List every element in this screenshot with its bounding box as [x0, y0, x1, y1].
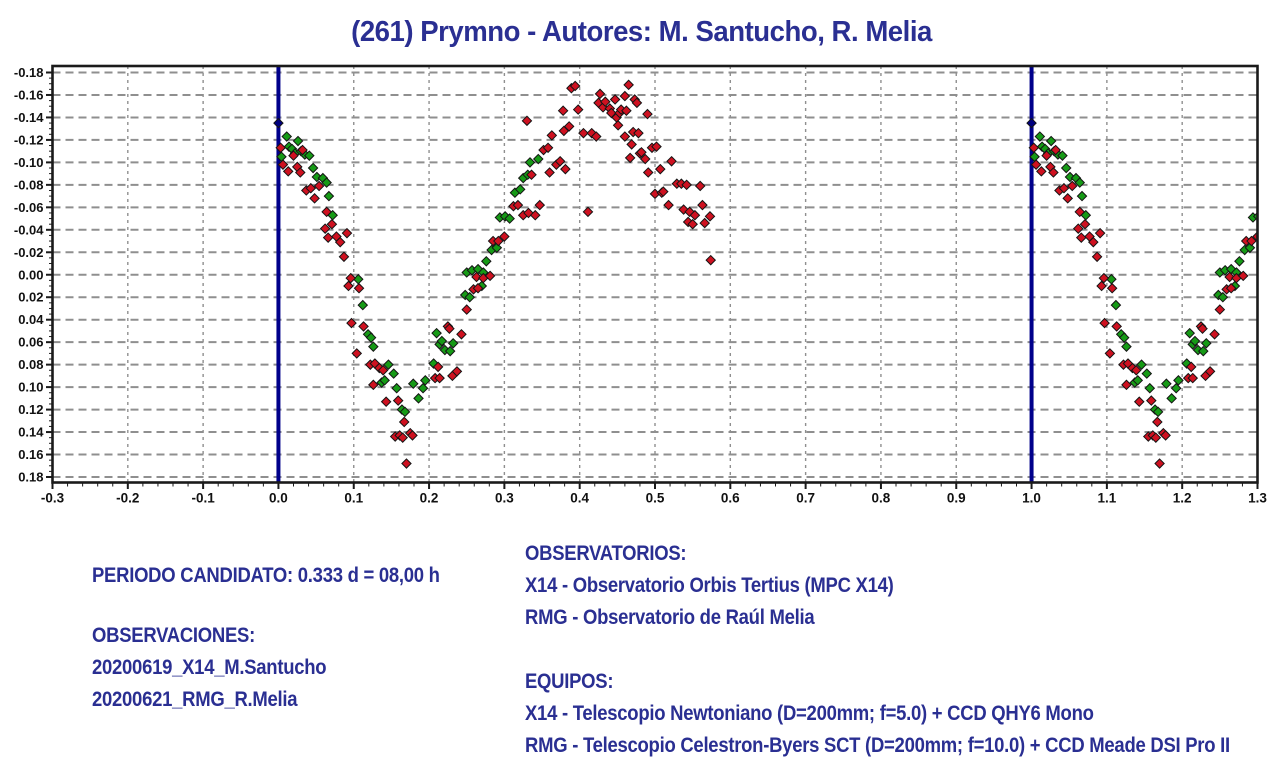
- equipo-item-1: X14 - Telescopio Newtoniano (D=200mm; f=…: [525, 702, 1094, 725]
- observatorio-item-1: X14 - Observatorio Orbis Tertius (MPC X1…: [525, 574, 894, 597]
- footer-right-block: OBSERVATORIOS: X14 - Observatorio Orbis …: [525, 538, 1283, 762]
- x-tick-label: 0.1: [344, 491, 363, 506]
- x-tick-label: -0.1: [191, 491, 215, 506]
- y-tick-label: 0.08: [18, 357, 43, 372]
- chart-title: (261) Prymno - Autores: M. Santucho, R. …: [351, 16, 932, 48]
- x-tick-label: 0.0: [269, 491, 288, 506]
- y-tick-label: -0.04: [14, 222, 44, 237]
- y-tick-label: -0.18: [14, 65, 44, 80]
- y-tick-label: -0.16: [14, 87, 44, 102]
- x-tick-label: 1.2: [1173, 491, 1192, 506]
- observacion-item-2: 20200621_RMG_R.Melia: [92, 688, 298, 711]
- x-tick-label: 0.6: [721, 491, 740, 506]
- y-tick-label: 0.00: [18, 267, 43, 282]
- y-tick-label: 0.14: [18, 425, 44, 440]
- x-tick-label: -0.2: [116, 491, 139, 506]
- y-tick-label: -0.06: [14, 200, 44, 215]
- observaciones-title: OBSERVACIONES:: [92, 624, 256, 647]
- y-tick-label: 0.02: [18, 290, 43, 305]
- x-tick-label: 1.0: [1022, 491, 1041, 506]
- y-tick-label: -0.02: [14, 245, 44, 260]
- y-tick-label: 0.04: [18, 312, 44, 327]
- x-tick-label: 0.7: [796, 491, 815, 506]
- footer-left-block: PERIODO CANDIDATO: 0.333 d = 08,00 h OBS…: [92, 560, 487, 716]
- x-tick-label: 0.2: [420, 491, 439, 506]
- x-tick-label: 0.9: [947, 491, 966, 506]
- y-tick-label: -0.08: [14, 177, 44, 192]
- data-points: [273, 79, 1258, 469]
- y-tick-label: -0.10: [14, 155, 44, 170]
- y-tick-label: 0.10: [18, 380, 43, 395]
- y-tick-label: 0.12: [18, 402, 43, 417]
- y-tick-label: 0.06: [18, 335, 43, 350]
- lightcurve-plot-svg: -0.3 -0.2 -0.1 0.0 0.1 0.2 0.3 0.4 0.5 0.6 0.7 0.8 0…: [14, 64, 1267, 506]
- observatorio-item-2: RMG - Observatorio de Raúl Melia: [525, 606, 815, 629]
- equipo-item-2: RMG - Telescopio Celestron-Byers SCT (D=…: [525, 734, 1230, 757]
- y-tick-label: -0.14: [14, 110, 44, 125]
- y-tick-label: -0.12: [14, 132, 44, 147]
- x-tick-label: -0.3: [41, 491, 65, 506]
- x-tick-label: 0.4: [570, 491, 589, 506]
- x-tick-label: 0.8: [872, 491, 891, 506]
- x-tick-label: 1.1: [1097, 491, 1116, 506]
- x-tick-label: 1.3: [1248, 491, 1267, 506]
- lightcurve-chart: -0.3 -0.2 -0.1 0.0 0.1 0.2 0.3 0.4 0.5 0.6 0.7 0.8 0…: [14, 64, 1267, 506]
- periodo-candidato-label: PERIODO CANDIDATO: 0.333 d = 08,00 h: [92, 564, 440, 587]
- y-tick-label: 0.18: [18, 470, 43, 485]
- x-tick-label: 0.3: [495, 491, 514, 506]
- observacion-item-1: 20200619_X14_M.Santucho: [92, 656, 327, 679]
- observatorios-title: OBSERVATORIOS:: [525, 542, 687, 565]
- equipos-title: EQUIPOS:: [525, 670, 614, 693]
- x-tick-label: 0.5: [646, 491, 665, 506]
- y-tick-label: 0.16: [18, 447, 43, 462]
